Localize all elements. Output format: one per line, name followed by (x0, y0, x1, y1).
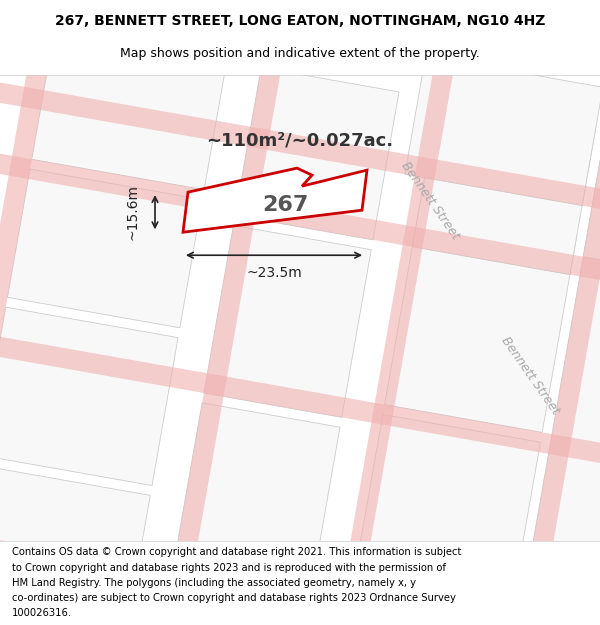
Polygon shape (405, 56, 600, 206)
Polygon shape (204, 226, 371, 418)
Text: 267: 267 (262, 195, 308, 215)
Polygon shape (531, 158, 600, 575)
Polygon shape (0, 283, 600, 511)
Polygon shape (412, 99, 596, 274)
Polygon shape (346, 414, 541, 625)
Polygon shape (385, 208, 577, 432)
Text: ~23.5m: ~23.5m (246, 266, 302, 280)
Text: ~110m²/~0.027ac.: ~110m²/~0.027ac. (206, 131, 394, 149)
Polygon shape (7, 169, 202, 328)
Polygon shape (462, 0, 600, 625)
Text: 267, BENNETT STREET, LONG EATON, NOTTINGHAM, NG10 4HZ: 267, BENNETT STREET, LONG EATON, NOTTING… (55, 14, 545, 28)
Polygon shape (0, 465, 150, 625)
Text: Bennett Street: Bennett Street (499, 334, 562, 417)
Polygon shape (140, 581, 309, 625)
Text: 100026316.: 100026316. (12, 608, 72, 618)
Text: HM Land Registry. The polygons (including the associated geometry, namely x, y: HM Land Registry. The polygons (includin… (12, 578, 416, 587)
Polygon shape (183, 168, 367, 232)
Text: co-ordinates) are subject to Crown copyright and database rights 2023 Ordnance S: co-ordinates) are subject to Crown copyr… (12, 593, 456, 603)
Polygon shape (32, 41, 225, 190)
Polygon shape (0, 480, 600, 625)
Polygon shape (173, 403, 340, 595)
Text: to Crown copyright and database rights 2023 and is reproduced with the permissio: to Crown copyright and database rights 2… (12, 562, 446, 572)
Text: ~15.6m: ~15.6m (126, 184, 140, 240)
Text: Bennett Street: Bennett Street (398, 159, 461, 241)
Polygon shape (0, 36, 600, 265)
Polygon shape (0, 0, 119, 625)
Polygon shape (0, 308, 178, 486)
Text: Contains OS data © Crown copyright and database right 2021. This information is : Contains OS data © Crown copyright and d… (12, 548, 461, 558)
Polygon shape (0, 106, 600, 334)
Text: Map shows position and indicative extent of the property.: Map shows position and indicative extent… (120, 48, 480, 61)
Polygon shape (117, 0, 345, 625)
Polygon shape (235, 68, 399, 240)
Polygon shape (284, 0, 512, 625)
Polygon shape (583, 79, 600, 279)
